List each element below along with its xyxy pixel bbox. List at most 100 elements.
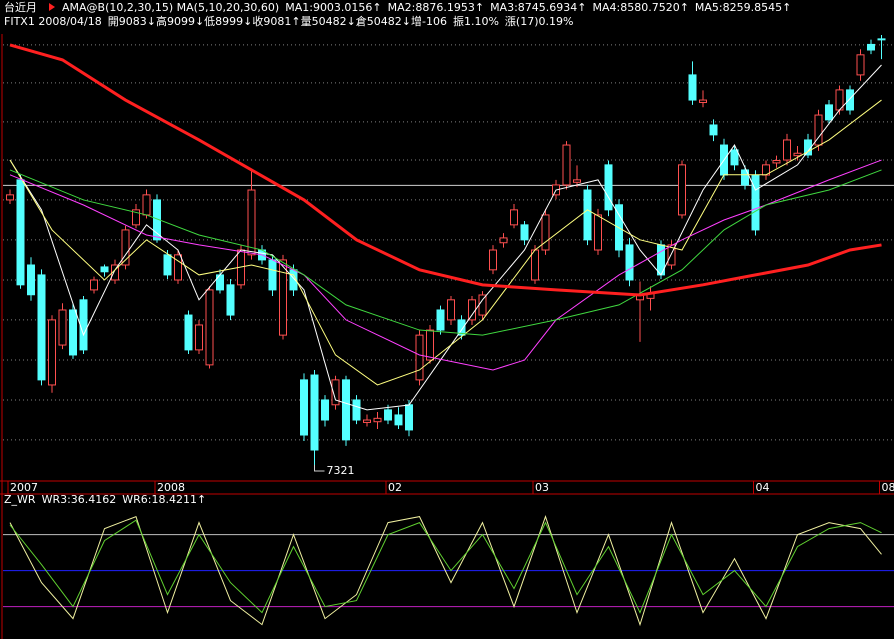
quote-info: 振1.10% — [453, 14, 499, 28]
candle-body — [226, 284, 235, 316]
candle-body — [478, 294, 487, 316]
candle-body — [699, 99, 707, 103]
candle-body — [814, 114, 823, 146]
indicator-title: AMA@B(10,2,30,15) MA(5,10,20,30,60) — [62, 1, 279, 14]
candle-body — [709, 124, 718, 136]
moving-average-line — [9, 169, 882, 336]
candle-body — [510, 209, 518, 226]
candle-body — [772, 160, 781, 164]
instrument-name: 台近月 — [4, 0, 37, 14]
candle-body — [384, 409, 392, 421]
candle-body — [279, 259, 287, 336]
candle-body — [426, 329, 434, 361]
indicator-line — [9, 515, 882, 627]
candle-body — [804, 139, 812, 156]
candle-body — [195, 324, 203, 351]
legend-entry: MA5:8259.8545↑ — [695, 1, 791, 14]
candle-body — [583, 189, 592, 241]
candle-body — [594, 214, 602, 251]
candle-body — [142, 194, 151, 216]
candle-body — [573, 179, 581, 183]
moving-average-line — [9, 159, 882, 371]
x-tick-label: 04 — [756, 481, 770, 494]
x-tick-label: 02 — [388, 481, 402, 494]
legend-entry: WR3:36.4162 — [42, 493, 117, 506]
legend-entry: MA3:8745.6934↑ — [490, 1, 586, 14]
candle-body — [793, 152, 802, 157]
x-tick-label: 03 — [535, 481, 549, 494]
candle-body — [825, 104, 833, 121]
candle-body — [331, 379, 340, 406]
candle-body — [856, 54, 865, 76]
legend-entry: MA1:9003.0156↑ — [285, 1, 381, 14]
legend-entry: MA4:8580.7520↑ — [592, 1, 688, 14]
candle-body — [751, 174, 760, 231]
moving-average-line — [9, 43, 882, 297]
x-tick-label: 2008 — [157, 481, 185, 494]
candle-body — [867, 43, 875, 51]
candle-body — [730, 149, 739, 166]
candle-body — [499, 237, 508, 244]
candle-body — [562, 144, 571, 186]
indicator-title: Z_WR — [4, 493, 36, 506]
candle-body — [205, 289, 214, 366]
candle-body — [174, 254, 182, 281]
candle-body — [783, 139, 791, 161]
candle-body — [741, 169, 749, 186]
candle-body — [37, 274, 46, 381]
candle-body — [300, 379, 308, 436]
candle-body — [268, 259, 277, 291]
x-tick-label: 08 — [882, 481, 894, 494]
candle-body — [436, 309, 445, 331]
candle-body — [27, 264, 35, 296]
indicator-line — [9, 519, 882, 614]
candle-body — [48, 319, 56, 386]
candle-body — [531, 249, 539, 281]
candle-body — [394, 414, 403, 426]
candle-body — [100, 266, 109, 273]
candle-body — [58, 309, 67, 346]
candle-body — [352, 399, 361, 421]
candle-body — [363, 419, 371, 423]
candle-body — [163, 254, 172, 276]
leader-line — [314, 465, 325, 472]
candle-body — [604, 164, 613, 211]
candle-body — [489, 249, 497, 271]
candle-body — [846, 89, 854, 111]
legend-entry: MA2:8876.1953↑ — [388, 1, 484, 14]
candle-body — [342, 379, 350, 441]
candle-body — [90, 279, 98, 291]
candle-body — [184, 314, 193, 351]
candle-body — [247, 189, 256, 256]
candle-body — [69, 309, 77, 356]
menu-arrow — [49, 3, 55, 11]
annotation: 7321 — [327, 464, 355, 477]
candle-body — [457, 319, 466, 336]
candle-body — [678, 164, 686, 216]
candle-body — [132, 209, 140, 226]
candle-body — [6, 194, 14, 201]
candle-body — [111, 264, 119, 281]
candle-body — [415, 334, 424, 381]
candle-body — [468, 299, 476, 321]
moving-average-line — [9, 64, 882, 411]
candle-body — [877, 38, 886, 41]
candle-body — [121, 229, 130, 266]
candle-body — [405, 404, 413, 431]
moving-average-line — [9, 99, 882, 386]
quote-info: FITX1 2008/04/18 — [4, 15, 102, 28]
quote-info: 開9083↓高9099↓低8999↓收9081↑量50482↓倉50482↓增-… — [108, 14, 447, 28]
candle-body — [625, 244, 634, 281]
candle-body — [16, 179, 25, 286]
candle-body — [310, 374, 319, 451]
candle-body — [688, 74, 697, 101]
candle-body — [520, 224, 529, 241]
x-tick-label: 2007 — [10, 481, 38, 494]
candle-body — [321, 399, 329, 421]
quote-info: 漲(17)0.19% — [505, 15, 574, 28]
candle-body — [447, 299, 455, 321]
candle-body — [541, 214, 550, 251]
candle-body — [373, 417, 382, 423]
